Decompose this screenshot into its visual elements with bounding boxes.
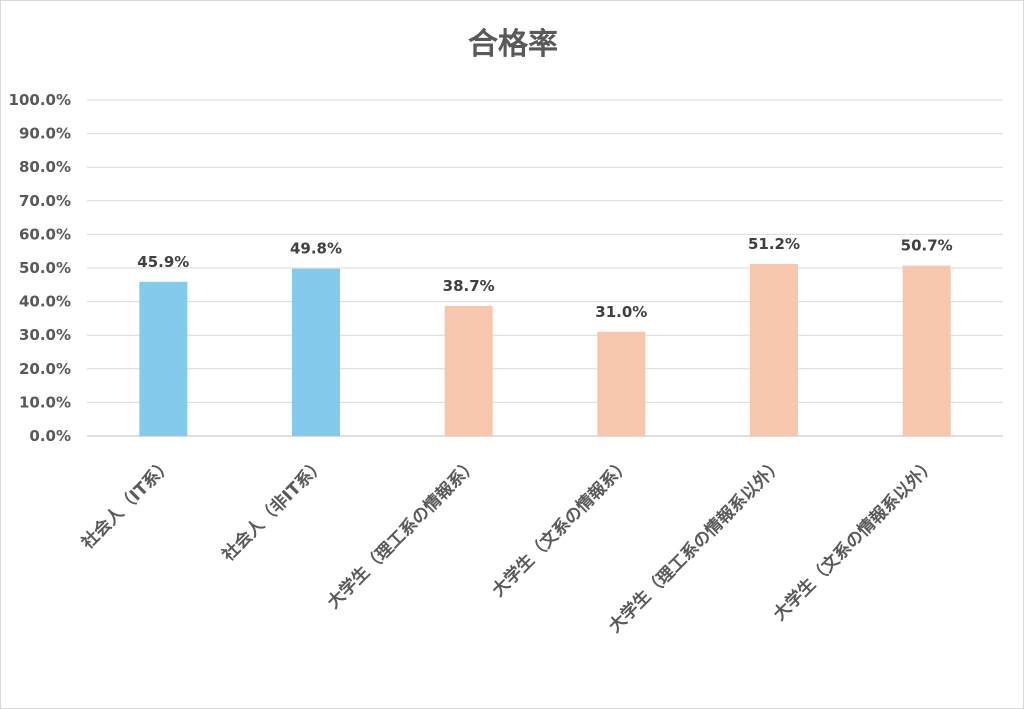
- chart-title: 合格率: [468, 27, 558, 62]
- y-tick-label: 30.0%: [19, 326, 71, 344]
- y-tick-label: 10.0%: [19, 393, 71, 411]
- y-tick-label: 40.0%: [19, 293, 71, 311]
- bar: [750, 263, 798, 436]
- category-label: 社会人（IT系）: [77, 454, 177, 554]
- data-labels: 45.9% 49.8% 38.7% 31.0% 51.2% 50.7%: [137, 235, 952, 321]
- category-label: 大学生（文系の情報系）: [488, 454, 635, 601]
- y-tick-label: 80.0%: [19, 158, 71, 176]
- bar: [444, 305, 493, 436]
- y-tick-label: 60.0%: [19, 225, 71, 243]
- y-tick-label: 100.0%: [9, 91, 71, 109]
- data-label: 49.8%: [290, 240, 342, 258]
- y-tick-label: 90.0%: [19, 125, 71, 143]
- y-tick-label: 0.0%: [29, 427, 71, 445]
- category-labels: 社会人（IT系） 社会人（非IT系）大学生（理工系の情報系） 大学生（文系の情報系）…: [77, 454, 941, 637]
- y-tick-label: 70.0%: [19, 192, 71, 210]
- y-tick-label: 20.0%: [19, 360, 71, 378]
- category-label: 大学生（理工系の情報系以外）: [604, 454, 787, 637]
- data-label: 45.9%: [137, 253, 189, 271]
- data-label: 38.7%: [443, 277, 495, 295]
- bars: [139, 263, 951, 436]
- bar: [902, 265, 951, 436]
- data-label: 31.0%: [595, 303, 647, 321]
- bar: [597, 331, 646, 436]
- gridlines: [87, 99, 1003, 437]
- y-axis-tick-labels: 0.0% 10.0% 20.0% 30.0% 40.0% 50.0% 60.0% 70.0% 8…: [9, 91, 71, 445]
- bar: [292, 268, 340, 436]
- category-label: 大学生（文系の情報系以外）: [769, 454, 940, 625]
- category-label: 社会人（非IT系）: [217, 454, 329, 566]
- data-label: 50.7%: [901, 237, 953, 255]
- bar: [139, 281, 188, 436]
- data-label: 51.2%: [748, 235, 800, 253]
- category-label: 大学生（理工系の情報系）: [323, 454, 482, 613]
- y-tick-label: 50.0%: [19, 259, 71, 277]
